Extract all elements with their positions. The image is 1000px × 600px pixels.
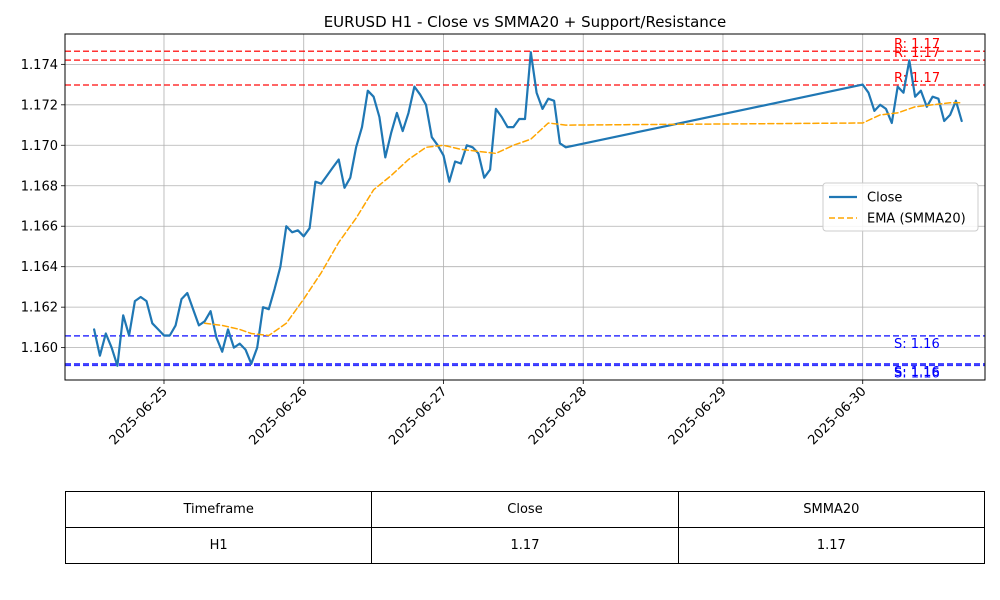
support-label: S: 1.16 (894, 365, 940, 380)
legend: Close EMA (SMMA20) (822, 182, 979, 232)
table-header-cell: Timeframe (64, 491, 373, 528)
resistance-label: R: 1.17 (894, 46, 940, 61)
legend-label: Close (867, 191, 902, 206)
table-row: H1 1.17 1.17 (64, 527, 986, 564)
level-lines: R: 1.17R: 1.17R: 1.17S: 1.16S: 1.16S: 1.… (65, 37, 985, 381)
table-header-row: Timeframe Close SMMA20 (64, 491, 986, 528)
summary-table: Timeframe Close SMMA20 H1 1.17 1.17 (64, 491, 986, 564)
x-tick-label: 2025-06-25 (107, 384, 171, 448)
legend-label: EMA (SMMA20) (867, 212, 966, 227)
support-label: S: 1.16 (894, 366, 940, 381)
table-header-cell: Close (371, 491, 679, 528)
y-tick-label: 1.174 (21, 58, 58, 73)
y-tick-label: 1.164 (21, 260, 58, 275)
x-tick-label: 2025-06-28 (526, 384, 590, 448)
resistance-label: R: 1.17 (894, 37, 940, 52)
resistance-label: R: 1.17 (894, 71, 940, 86)
table-header-cell: SMMA20 (677, 491, 986, 528)
x-tick-label: 2025-06-30 (806, 384, 870, 448)
plot-frame (64, 33, 986, 381)
support-label: S: 1.16 (894, 337, 940, 352)
y-tick-label: 1.170 (21, 139, 58, 154)
chart: EURUSD H1 - Close vs SMMA20 + Support/Re… (21, 13, 986, 448)
x-tick-label: 2025-06-26 (247, 384, 311, 448)
x-tick-label: 2025-06-27 (386, 384, 450, 448)
close-line (92, 51, 963, 367)
table-cell: 1.17 (371, 527, 679, 564)
y-tick-label: 1.166 (21, 220, 58, 235)
smma-line (203, 102, 963, 337)
legend-box (822, 182, 979, 232)
chart-title: EURUSD H1 - Close vs SMMA20 + Support/Re… (324, 13, 727, 31)
table-cell: H1 (64, 527, 373, 564)
y-tick-label: 1.160 (21, 341, 58, 356)
y-tick-label: 1.168 (21, 179, 58, 194)
y-tick-label: 1.172 (21, 98, 58, 113)
y-tick-label: 1.162 (21, 301, 58, 316)
x-tick-label: 2025-06-29 (666, 384, 730, 448)
table-cell: 1.17 (677, 527, 986, 564)
series-layer (92, 51, 963, 367)
axes: 1.160 1.162 1.164 1.166 1.168 1.170 1.172 1.174… (21, 33, 986, 448)
